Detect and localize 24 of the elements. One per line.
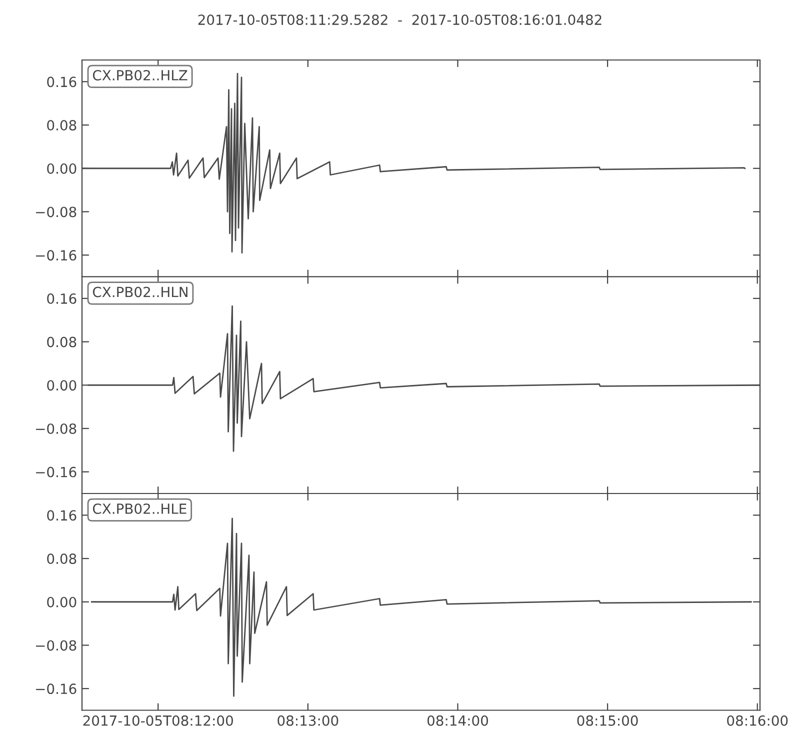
- y-tick-label: −0.08: [36, 423, 76, 434]
- chart-title: 2017-10-05T08:11:29.5282 - 2017-10-05T08:16:01.0482: [198, 14, 602, 26]
- y-tick-label: −0.16: [36, 684, 76, 694]
- y-tick-label: 0.16: [47, 76, 76, 88]
- y-tick-label: 0.00: [47, 380, 76, 391]
- y-tick-label: −0.16: [36, 466, 76, 478]
- x-tick-label: 2017-10-05T08:12:00: [83, 715, 233, 726]
- y-tick-label: 0.00: [47, 163, 76, 174]
- y-tick-label: 0.16: [47, 293, 76, 304]
- x-tick-label: 08:13:00: [278, 715, 338, 726]
- y-tick-label: 0.08: [47, 553, 76, 564]
- y-tick-label: 0.08: [47, 336, 76, 348]
- annotation: CX.PB02..HLZ: [92, 70, 188, 81]
- y-tick-label: −0.16: [36, 250, 76, 261]
- y-tick-label: 0.16: [47, 510, 76, 521]
- y-tick-label: −0.08: [36, 640, 76, 651]
- y-tick-label: 0.00: [47, 596, 76, 608]
- annotation: CX.PB02..HLN: [92, 286, 188, 298]
- x-tick-label: 08:16:00: [727, 715, 788, 726]
- y-tick-label: −0.08: [36, 206, 76, 218]
- x-tick-label: 08:14:00: [427, 715, 488, 726]
- annotation: CX.PB02..HLE: [92, 504, 186, 514]
- y-tick-label: 0.08: [47, 120, 76, 130]
- x-tick-label: 08:15:00: [577, 715, 638, 726]
